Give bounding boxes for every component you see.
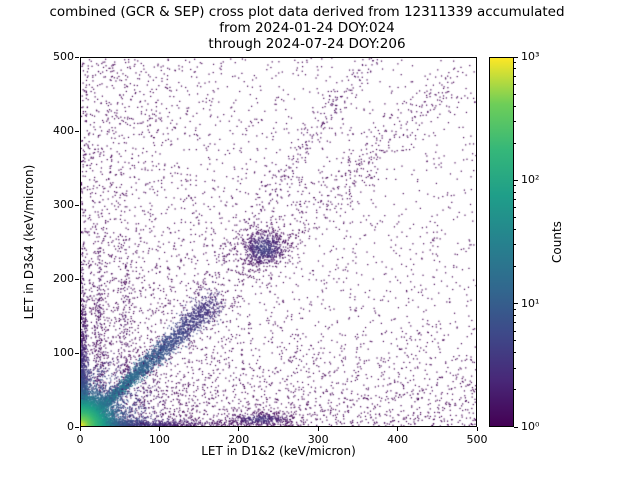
- colorbar: [489, 57, 514, 427]
- colorbar-tick-label: 10⁰: [521, 420, 540, 433]
- colorbar-minor-tick: [514, 120, 516, 122]
- colorbar-minor-tick: [514, 105, 516, 107]
- colorbar-minor-tick: [514, 207, 516, 209]
- colorbar-minor-tick: [514, 216, 516, 218]
- colorbar-minor-tick: [514, 330, 516, 332]
- x-tick-label: 200: [228, 433, 250, 446]
- title-line-3: through 2024-07-24 DOY:206: [208, 36, 406, 52]
- x-tick-label: 0: [76, 433, 84, 446]
- colorbar-minor-tick: [514, 83, 516, 85]
- colorbar-minor-tick: [514, 198, 516, 200]
- colorbar-minor-tick: [514, 315, 516, 317]
- colorbar-minor-tick: [514, 244, 516, 246]
- colorbar-tick-label: 10³: [521, 50, 540, 63]
- y-tick-mark: [75, 278, 79, 280]
- colorbar-minor-tick: [514, 308, 516, 310]
- x-tick-label: 500: [466, 433, 488, 446]
- y-tick-mark: [75, 352, 79, 354]
- y-tick-mark: [75, 56, 79, 58]
- y-tick-mark: [75, 130, 79, 132]
- colorbar-minor-tick: [514, 367, 516, 369]
- colorbar-minor-tick: [514, 62, 516, 64]
- colorbar-minor-tick: [514, 266, 516, 268]
- colorbar-minor-tick: [514, 228, 516, 230]
- colorbar-minor-tick: [514, 142, 516, 144]
- colorbar-tick-label: 10²: [521, 173, 540, 187]
- colorbar-minor-tick: [514, 340, 516, 342]
- colorbar-minor-tick: [514, 68, 516, 70]
- x-tick-mark: [317, 427, 319, 431]
- y-tick-mark: [75, 204, 79, 206]
- x-tick-mark: [397, 427, 399, 431]
- colorbar-tick-mark: [514, 179, 518, 181]
- y-tick-label: 400: [53, 124, 74, 137]
- x-tick-label: 100: [148, 433, 170, 446]
- chart-title: combined (GCR & SEP) cross plot data der…: [0, 4, 614, 52]
- x-axis-label: LET in D1&2 (keV/micron): [201, 444, 356, 458]
- colorbar-minor-tick: [514, 352, 516, 354]
- colorbar-minor-tick: [514, 75, 516, 77]
- plot-canvas: [81, 58, 476, 426]
- colorbar-minor-tick: [514, 322, 516, 324]
- colorbar-tick-mark: [514, 56, 518, 58]
- y-tick-label: 0: [67, 420, 74, 433]
- colorbar-minor-tick: [514, 191, 516, 193]
- x-tick-label: 400: [387, 433, 409, 446]
- plot-area: [80, 57, 477, 427]
- colorbar-label: Counts: [550, 221, 564, 263]
- colorbar-tick-mark: [514, 426, 518, 428]
- colorbar-minor-tick: [514, 389, 516, 391]
- x-tick-mark: [158, 427, 160, 431]
- y-tick-label: 100: [53, 346, 74, 359]
- colorbar-gradient: [490, 58, 513, 426]
- y-tick-mark: [75, 426, 79, 428]
- x-tick-mark: [476, 427, 478, 431]
- x-tick-mark: [238, 427, 240, 431]
- colorbar-minor-tick: [514, 185, 516, 187]
- x-tick-mark: [79, 427, 81, 431]
- y-tick-label: 500: [53, 50, 74, 63]
- x-tick-label: 300: [307, 433, 329, 446]
- y-tick-label: 300: [53, 198, 74, 211]
- title-line-2: from 2024-01-24 DOY:024: [219, 20, 395, 36]
- colorbar-tick-mark: [514, 303, 518, 305]
- title-line-1: combined (GCR & SEP) cross plot data der…: [49, 4, 565, 20]
- y-tick-label: 200: [53, 272, 74, 285]
- colorbar-tick-label: 10¹: [521, 296, 540, 310]
- colorbar-minor-tick: [514, 93, 516, 95]
